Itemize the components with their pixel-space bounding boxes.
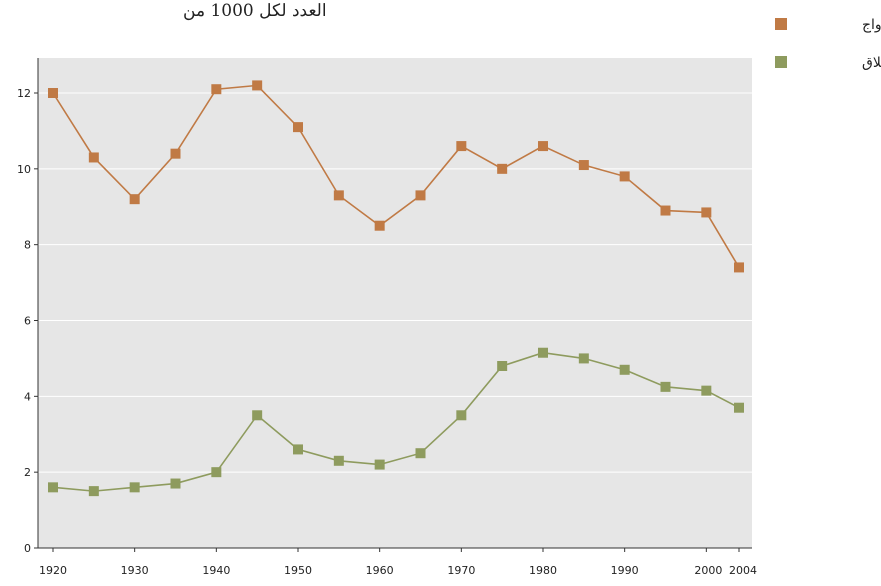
data-point xyxy=(538,347,548,358)
gridlines xyxy=(38,92,752,473)
axes xyxy=(37,58,752,549)
data-point xyxy=(293,122,303,133)
data-point xyxy=(660,205,671,216)
y-tick-label: 12 xyxy=(17,87,31,100)
data-point xyxy=(374,220,385,231)
data-point xyxy=(211,84,222,95)
data-point xyxy=(415,448,426,459)
data-point xyxy=(170,478,181,489)
series-divorce xyxy=(48,347,744,497)
x-tick-label: 2004 xyxy=(729,564,757,577)
series-marriage xyxy=(48,80,744,273)
chart-title: العدد لكل 1000 من xyxy=(183,1,327,21)
data-point xyxy=(619,364,630,375)
x-tick-label: 1930 xyxy=(121,564,149,577)
data-point xyxy=(660,381,671,392)
x-tick-label: 1920 xyxy=(39,564,67,577)
data-point xyxy=(578,353,589,364)
data-point xyxy=(734,262,744,273)
y-tick-label: 10 xyxy=(17,163,31,176)
data-point xyxy=(578,160,589,171)
data-point xyxy=(333,455,344,466)
legend-label: الزواج xyxy=(862,17,881,33)
y-tick-label: 4 xyxy=(24,390,31,403)
legend-label: الطلاق xyxy=(862,55,881,71)
data-point xyxy=(129,194,140,205)
data-point xyxy=(252,410,263,421)
data-point xyxy=(619,171,630,182)
data-point xyxy=(701,385,712,396)
data-point xyxy=(456,141,467,152)
x-tick-label: 2000 xyxy=(694,564,722,577)
plot-background xyxy=(38,58,752,548)
x-tick-label: 1960 xyxy=(366,564,394,577)
data-point xyxy=(538,141,548,152)
data-point xyxy=(497,361,508,371)
series-layer xyxy=(48,80,744,497)
x-tick-label: 1950 xyxy=(284,564,312,577)
x-tick-label: 1990 xyxy=(611,564,639,577)
data-point xyxy=(48,482,58,493)
x-tick-label: 1940 xyxy=(202,564,230,577)
series-line xyxy=(52,84,740,268)
legend-swatch xyxy=(775,18,787,30)
data-point xyxy=(88,486,99,497)
y-tick-label: 6 xyxy=(24,315,31,328)
y-tick-label: 2 xyxy=(24,466,31,479)
data-point xyxy=(211,467,222,478)
data-point xyxy=(497,163,508,174)
x-axis-ticks: 1920 1930 1940 1950 1960 1970 1980 1990 2000 2004 xyxy=(39,548,757,577)
data-point xyxy=(415,190,426,201)
data-point xyxy=(252,80,263,91)
data-point xyxy=(293,444,303,455)
x-tick-label: 1970 xyxy=(447,564,475,577)
legend: الزواج الطلاق xyxy=(775,17,881,71)
y-tick-label: 0 xyxy=(24,542,31,555)
data-point xyxy=(333,190,344,201)
data-point xyxy=(734,402,744,413)
data-point xyxy=(129,482,140,493)
y-tick-label: 8 xyxy=(24,239,31,252)
data-point xyxy=(170,148,181,159)
data-point xyxy=(456,410,467,421)
data-point xyxy=(88,152,99,163)
y-axis-ticks: 0 2 4 6 8 10 12 xyxy=(17,87,38,555)
legend-swatch xyxy=(775,56,787,68)
data-point xyxy=(701,207,712,218)
data-point xyxy=(48,88,58,98)
x-tick-label: 1980 xyxy=(529,564,557,577)
series-line xyxy=(52,351,740,492)
data-point xyxy=(374,459,385,470)
